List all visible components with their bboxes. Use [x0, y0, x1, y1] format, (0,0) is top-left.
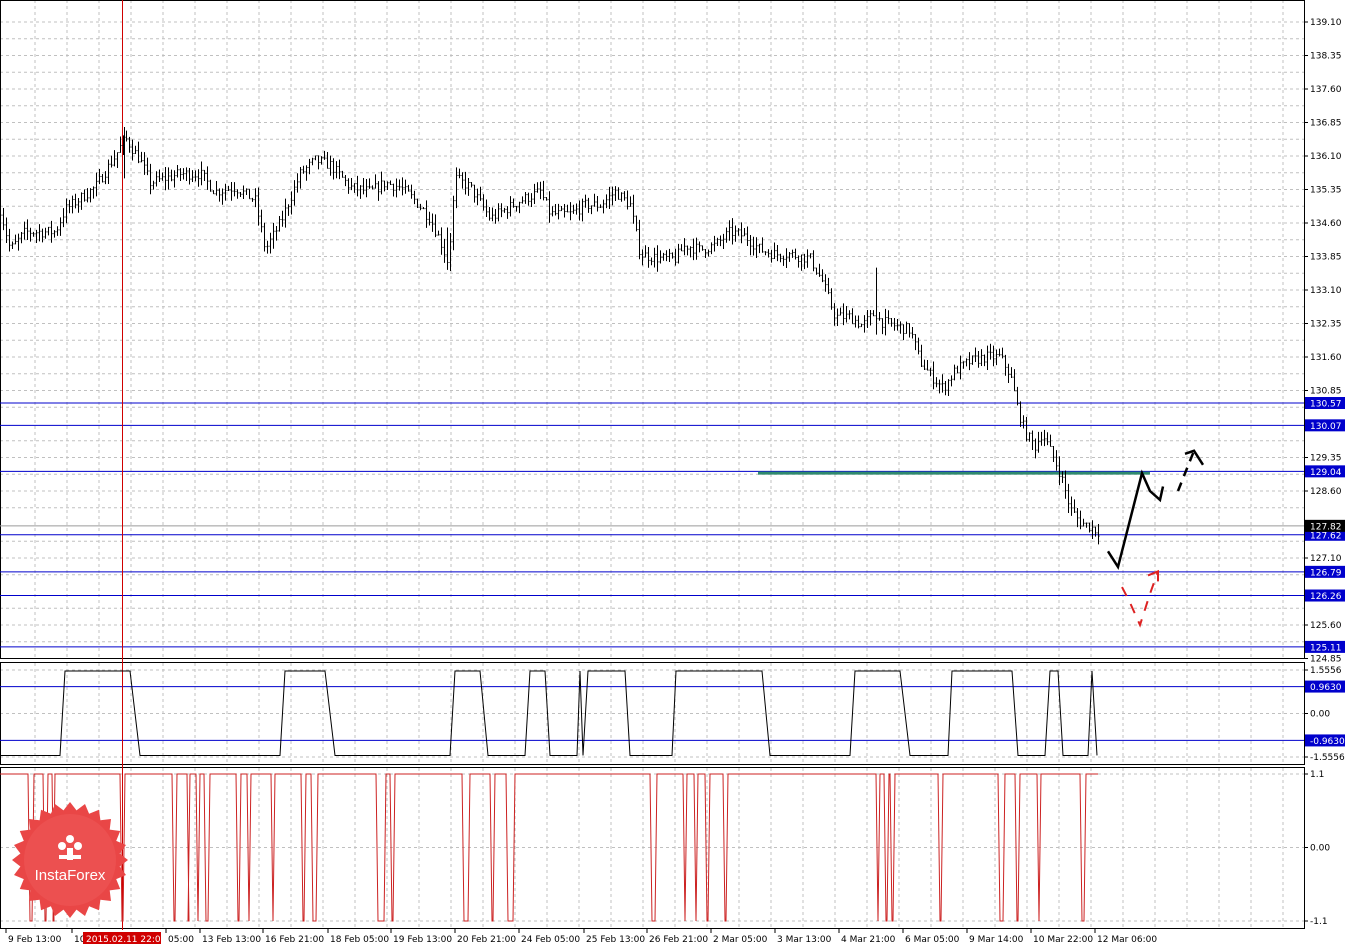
- signal-series: [0, 773, 1098, 922]
- forecast-black-path: [1106, 469, 1165, 571]
- osc-level-label-box: [1305, 680, 1345, 693]
- signal-line: [0, 773, 1098, 922]
- x-tick-label: 3 Mar 13:00: [777, 935, 832, 945]
- level-label: 129.04: [1310, 468, 1342, 478]
- osc-level-label: -0.9630: [1310, 737, 1345, 747]
- y-tick-label: 128.60: [1310, 487, 1342, 497]
- instaforex-logo: InstaForex: [12, 802, 128, 918]
- x-tick-label: 19 Feb 13:00: [393, 935, 452, 945]
- cursor-time-label: 2015.02.11 22:00: [86, 935, 167, 945]
- x-tick-label: 24 Feb 05:00: [521, 935, 580, 945]
- level-label: 126.26: [1310, 592, 1342, 602]
- y-tick-label: 139.10: [1310, 18, 1342, 28]
- y-tick-label: -1.1: [1310, 917, 1328, 927]
- x-tick-label: 10 Mar 22:00: [1033, 935, 1093, 945]
- grid-lines: [0, 0, 1304, 928]
- y-tick-label: 0.00: [1310, 844, 1330, 854]
- price-series: [0, 126, 1100, 545]
- price-pane[interactable]: [0, 0, 1305, 659]
- forecast-arrows: [1106, 449, 1205, 628]
- level-label-box: [1305, 565, 1345, 578]
- forecast-black-dashed: [1176, 450, 1196, 492]
- x-tick-label: 4 Mar 21:00: [841, 935, 896, 945]
- level-label: 125.11: [1310, 643, 1342, 653]
- level-label-box: [1305, 640, 1345, 653]
- x-tick-label: 20 Feb 21:00: [457, 935, 516, 945]
- forecast-red-arrowhead: [1147, 569, 1159, 582]
- y-axis-ticks: 139.10 138.35 137.60 136.85 136.10 135.35 134.…: [1304, 18, 1345, 927]
- oscillator-line: [0, 670, 1098, 756]
- level-label: 130.57: [1310, 400, 1342, 410]
- level-label: 126.79: [1310, 568, 1342, 578]
- forecast-red-dashed: [1121, 571, 1159, 628]
- price-bars: [0, 130, 1100, 545]
- y-tick-label: 124.85: [1310, 655, 1342, 665]
- current-price-label: 127.82: [1310, 522, 1342, 532]
- level-label-box: [1305, 589, 1345, 602]
- x-tick-label: 26 Feb 21:00: [649, 935, 708, 945]
- x-tick-label: 2 Mar 05:00: [713, 935, 768, 945]
- x-tick-label: 6 Mar 05:00: [905, 935, 960, 945]
- y-tick-label: 133.10: [1310, 286, 1342, 296]
- y-tick-label: 131.60: [1310, 353, 1342, 363]
- y-tick-label: 136.85: [1310, 119, 1342, 129]
- horizontal-level-lines[interactable]: [0, 402, 1304, 741]
- y-tick-label: 138.35: [1310, 52, 1342, 62]
- x-tick-label: 16 Feb 21:00: [265, 935, 324, 945]
- y-tick-label: 134.60: [1310, 219, 1342, 229]
- x-tick-label: 05:00: [168, 935, 194, 945]
- y-tick-label: 0.00: [1310, 710, 1330, 720]
- y-tick-label: 130.85: [1310, 387, 1342, 397]
- y-tick-label: 136.10: [1310, 152, 1342, 162]
- y-tick-label: 133.85: [1310, 253, 1342, 263]
- y-tick-label: 135.35: [1310, 186, 1342, 196]
- y-tick-label: 132.35: [1310, 320, 1342, 330]
- level-label: 127.62: [1310, 531, 1342, 541]
- y-tick-label: 137.60: [1310, 85, 1342, 95]
- osc-level-label-box: [1305, 734, 1345, 747]
- x-tick-label: 9 Mar 14:00: [969, 935, 1024, 945]
- oscillator-pane[interactable]: [0, 662, 1305, 765]
- level-price-labels: 130.57 130.07 129.04 127.62 126.79 126.26 125.…: [1305, 397, 1345, 747]
- x-tick-label: 12 Mar 06:00: [1097, 935, 1157, 945]
- level-label-box: [1305, 465, 1345, 478]
- level-label: 130.07: [1310, 422, 1342, 432]
- current-price-label-box: [1305, 519, 1345, 532]
- logo-emblem-icon: [58, 835, 82, 860]
- x-tick-label: 18 Feb 05:00: [330, 935, 389, 945]
- x-tick-label: 9 Feb 13:00: [8, 935, 62, 945]
- y-tick-label: 1.5556: [1310, 666, 1342, 676]
- y-tick-label: -1.5556: [1310, 753, 1345, 763]
- forecast-black-arrowhead: [1184, 449, 1205, 466]
- y-tick-label: 129.35: [1310, 454, 1342, 464]
- level-label-box: [1305, 397, 1345, 410]
- y-tick-label: 1.1: [1310, 770, 1324, 780]
- logo-text: InstaForex: [35, 867, 106, 884]
- level-label-box: [1305, 419, 1345, 432]
- osc-level-label: 0.9630: [1310, 683, 1342, 693]
- x-tick-label: 13 Feb 13:00: [202, 935, 261, 945]
- cursor-time-box: [83, 932, 161, 944]
- oscillator-series: [0, 670, 1098, 756]
- x-tick-label: 25 Feb 13:00: [586, 935, 645, 945]
- y-tick-label: 127.10: [1310, 554, 1342, 564]
- y-tick-label: 125.60: [1310, 621, 1342, 631]
